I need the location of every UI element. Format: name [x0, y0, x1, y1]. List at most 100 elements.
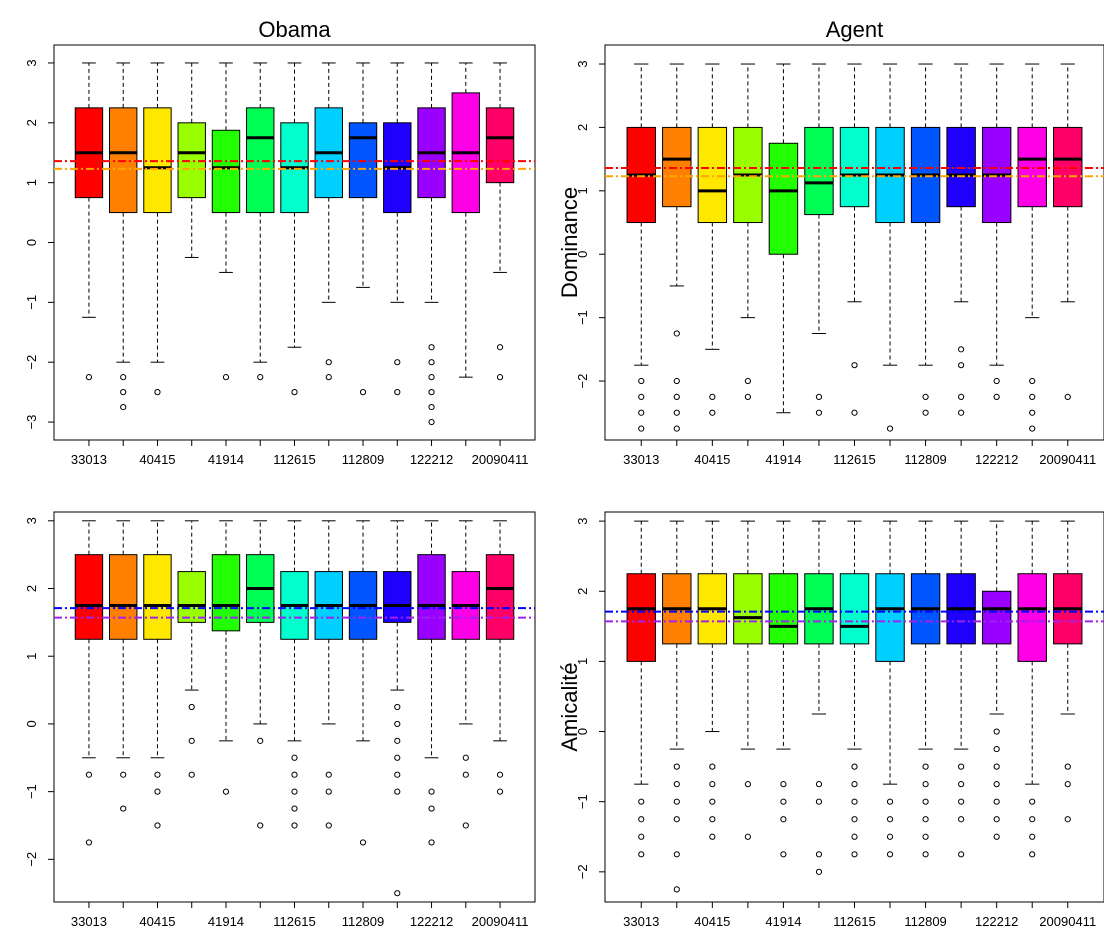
outlier-point [1029, 851, 1036, 858]
box-10 [946, 520, 976, 858]
outlier-point [851, 798, 858, 805]
box-body [981, 590, 1012, 645]
box-9 [910, 63, 941, 416]
outlier-point [291, 822, 298, 829]
y-tick-label: 3 [24, 517, 39, 524]
outlier-point [428, 788, 435, 795]
outlier-point [815, 798, 823, 805]
x-tick-label: 41914 [765, 452, 801, 467]
x-tick-label: 20090411 [1039, 914, 1096, 929]
outlier-point [638, 851, 645, 858]
x-tick-label: 122212 [410, 452, 453, 467]
box-6 [804, 63, 834, 416]
outlier-point [709, 798, 716, 805]
box-body [143, 554, 172, 640]
outlier-point [815, 781, 823, 788]
y-tick-label: 1 [575, 658, 590, 665]
outlier-point [291, 805, 298, 812]
box-11 [981, 520, 1012, 840]
y-tick-label: 3 [24, 59, 39, 66]
outlier-point [744, 377, 751, 385]
outlier-point [638, 425, 645, 432]
outlier-point [958, 346, 965, 353]
box-8 [875, 63, 905, 432]
outlier-point [673, 781, 680, 788]
outlier-point [886, 798, 894, 805]
outlier-point [1064, 393, 1071, 400]
outlier-point [815, 393, 823, 400]
box-5 [211, 520, 241, 795]
outlier-point [886, 851, 894, 858]
outlier-point [154, 788, 161, 795]
outlier-point [993, 798, 1000, 805]
outlier-point [1029, 816, 1036, 823]
box-8 [875, 520, 905, 858]
outlier-point [1064, 763, 1071, 770]
outlier-point [394, 754, 401, 761]
outlier-point [85, 374, 93, 381]
outlier-point [1029, 377, 1036, 385]
box-body [875, 573, 905, 662]
box-3 [697, 520, 728, 840]
outlier-point [638, 833, 645, 840]
outlier-point [1064, 816, 1071, 823]
box-5 [768, 520, 799, 858]
y-tick-label: 2 [24, 119, 39, 126]
outlier-point [673, 816, 680, 823]
box-body [768, 142, 799, 255]
box-7 [280, 62, 309, 396]
y-tick-label: 3 [575, 60, 590, 67]
box-7 [839, 63, 870, 416]
outlier-point [394, 737, 401, 744]
outlier-point [1029, 425, 1036, 432]
outlier-point [188, 737, 195, 744]
outlier-point [780, 816, 787, 823]
box-6 [246, 62, 275, 381]
outlier-point [744, 781, 751, 788]
outlier-point [673, 886, 680, 893]
box-3 [697, 63, 728, 416]
outlier-point [993, 781, 1000, 788]
x-tick-label: 33013 [623, 452, 659, 467]
outlier-point [188, 771, 195, 778]
outlier-point [291, 788, 298, 795]
box-2 [662, 63, 692, 432]
box-2 [109, 520, 138, 812]
outlier-point [851, 833, 858, 840]
x-tick-label: 112809 [342, 452, 384, 467]
box-3 [143, 62, 172, 396]
x-tick-label: 112615 [273, 914, 315, 929]
y-tick-label: −1 [24, 784, 39, 799]
outlier-point [709, 763, 716, 770]
box-7 [839, 520, 870, 858]
y-tick-label: −1 [24, 295, 39, 310]
outlier-point [462, 754, 469, 761]
outlier-point [325, 374, 332, 381]
x-tick-label: 20090411 [1039, 452, 1096, 467]
x-tick-label: 40415 [694, 914, 730, 929]
outlier-point [958, 781, 965, 788]
box-9 [910, 520, 941, 858]
box-4 [733, 63, 763, 400]
y-tick-label: 2 [24, 585, 39, 592]
x-tick-label: 33013 [623, 914, 659, 929]
box-body [733, 573, 763, 645]
outlier-point [958, 409, 965, 416]
outlier-point [886, 816, 894, 823]
box-12 [451, 62, 480, 378]
outlier-point [709, 393, 716, 400]
box-1 [626, 520, 656, 858]
y-tick-label: 1 [24, 653, 39, 660]
x-tick-label: 40415 [139, 452, 175, 467]
box-1 [74, 520, 104, 846]
outlier-point [325, 359, 332, 366]
box-6 [804, 520, 834, 875]
outlier-point [496, 374, 504, 381]
x-tick-label: 33013 [71, 914, 107, 929]
box-1 [74, 62, 104, 381]
box-body [839, 573, 870, 645]
y-tick-label: 2 [575, 588, 590, 595]
outlier-point [922, 763, 929, 770]
box-8 [314, 62, 343, 381]
